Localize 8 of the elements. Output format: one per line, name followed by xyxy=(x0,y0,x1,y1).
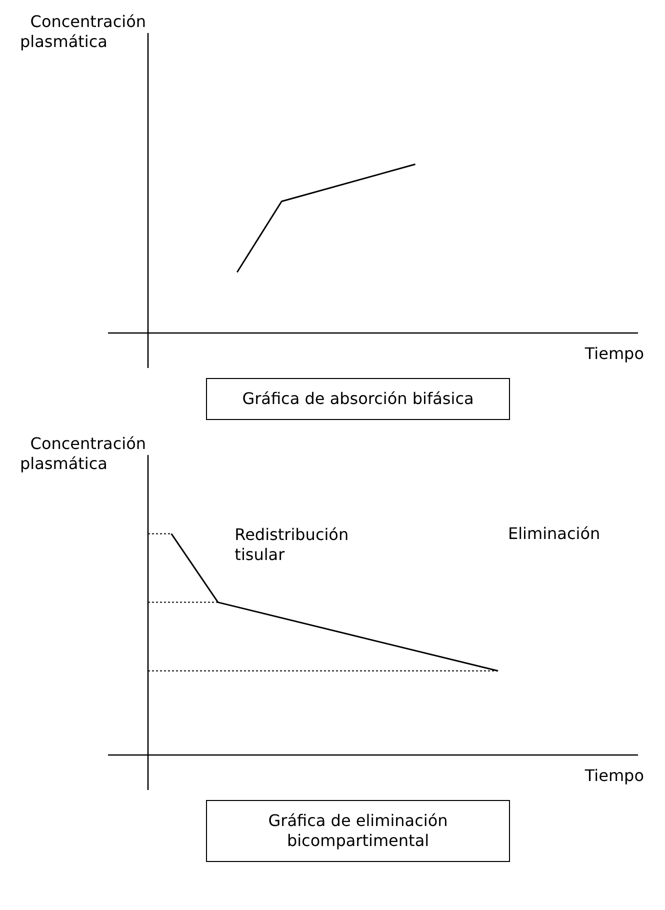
x-axis-title: Tiempo xyxy=(584,766,644,786)
y-axis-title: Concentración plasmática xyxy=(20,434,146,474)
annotation: Eliminación xyxy=(508,524,600,543)
y-axis-title: Concentración plasmática xyxy=(20,12,146,52)
annotation: Redistribución tisular xyxy=(234,525,349,564)
text: Gráfica de eliminación bicompartimental xyxy=(206,800,510,862)
x-axis-title: Tiempo xyxy=(584,344,644,364)
text: Gráfica de absorción bifásica xyxy=(206,378,510,420)
